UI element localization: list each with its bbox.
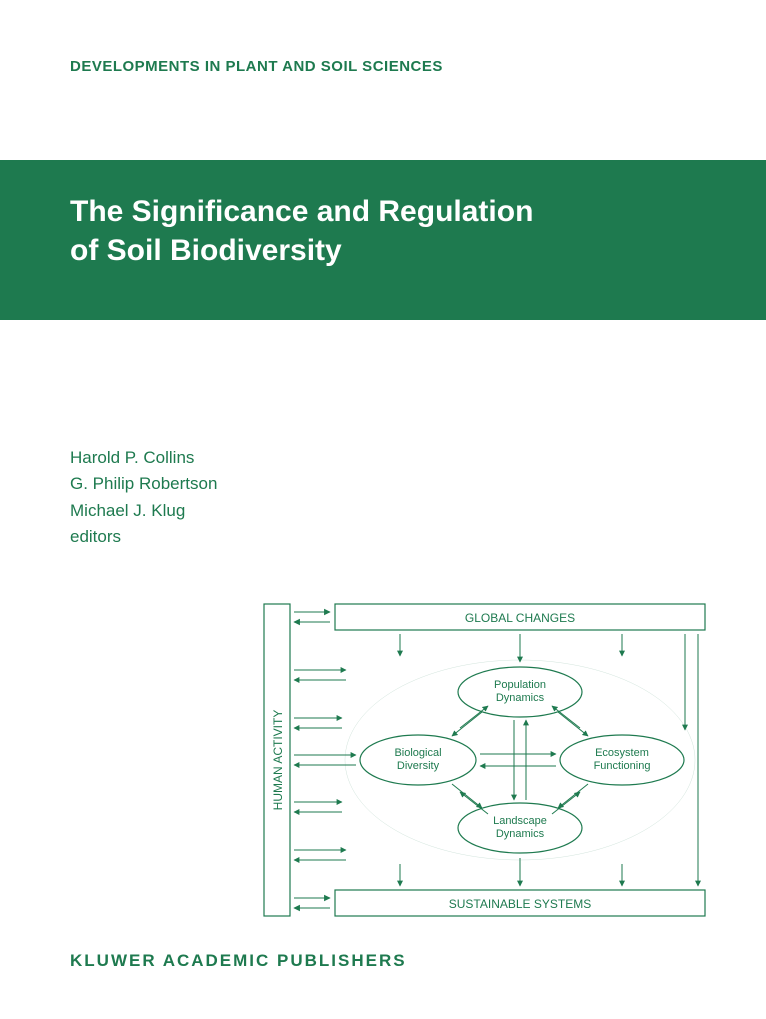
svg-text:Functioning: Functioning	[594, 760, 651, 772]
title-line2: of Soil Biodiversity	[70, 234, 342, 267]
human-activity-label: HUMAN ACTIVITY	[271, 710, 285, 811]
svg-text:Diversity: Diversity	[397, 760, 440, 772]
human-activity-box: HUMAN ACTIVITY	[264, 604, 290, 916]
landscape-dynamics-node: Landscape Dynamics	[458, 803, 582, 853]
population-dynamics-node: Population Dynamics	[458, 667, 582, 717]
biological-diversity-node: Biological Diversity	[360, 735, 476, 785]
editors-block: Harold P. Collins G. Philip Robertson Mi…	[70, 445, 217, 550]
title-band: The Significance and Regulation of Soil …	[0, 160, 766, 320]
main-title: The Significance and Regulation of Soil …	[70, 192, 696, 270]
editor-2: G. Philip Robertson	[70, 471, 217, 497]
publisher: KLUWER ACADEMIC PUBLISHERS	[70, 951, 407, 971]
sustainable-systems-label: SUSTAINABLE SYSTEMS	[449, 897, 591, 911]
title-line1: The Significance and Regulation	[70, 195, 533, 228]
svg-text:Ecosystem: Ecosystem	[595, 747, 649, 759]
editor-1: Harold P. Collins	[70, 445, 217, 471]
global-changes-box: GLOBAL CHANGES	[335, 604, 705, 630]
sustainable-systems-box: SUSTAINABLE SYSTEMS	[335, 890, 705, 916]
series-title: DEVELOPMENTS IN PLANT AND SOIL SCIENCES	[70, 58, 443, 75]
svg-text:Dynamics: Dynamics	[496, 692, 545, 704]
svg-text:Population: Population	[494, 679, 546, 691]
svg-text:Landscape: Landscape	[493, 815, 547, 827]
global-changes-label: GLOBAL CHANGES	[465, 611, 575, 625]
editor-3: Michael J. Klug	[70, 498, 217, 524]
svg-text:Biological: Biological	[394, 747, 441, 759]
diagram: GLOBAL CHANGES SUSTAINABLE SYSTEMS HUMAN…	[260, 600, 710, 920]
ecosystem-functioning-node: Ecosystem Functioning	[560, 735, 684, 785]
svg-text:Dynamics: Dynamics	[496, 828, 545, 840]
editors-role: editors	[70, 524, 217, 550]
